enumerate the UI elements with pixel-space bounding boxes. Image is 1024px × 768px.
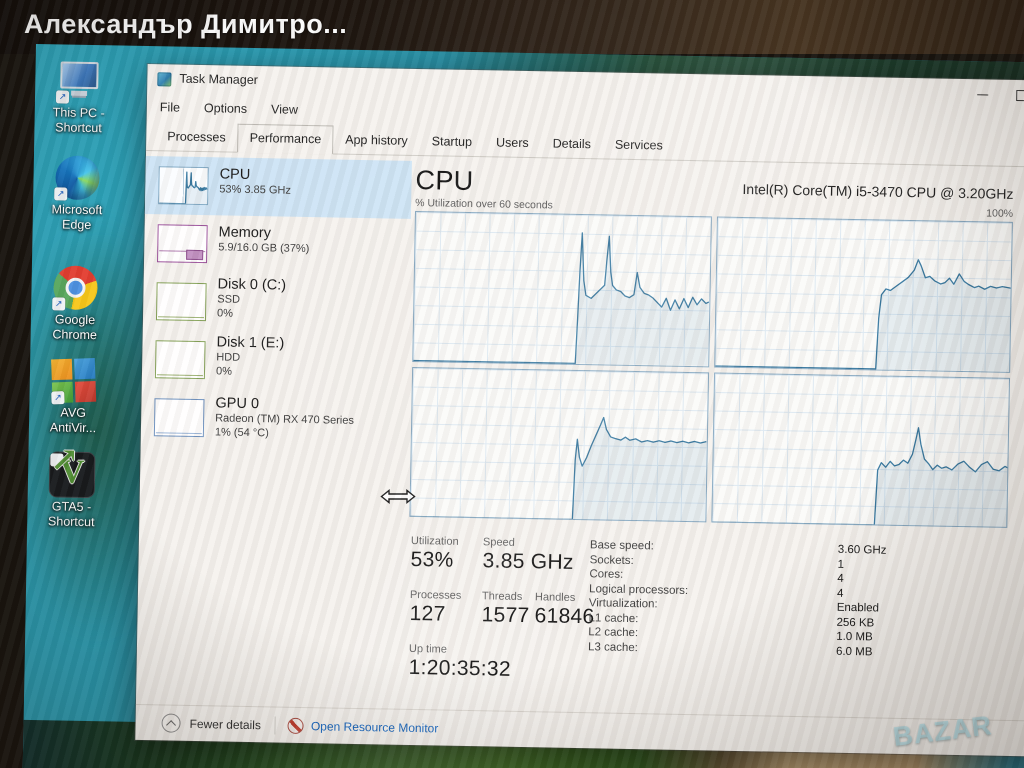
sidebar-item-detail: 0% bbox=[216, 307, 234, 320]
disk0-thumbnail-chart bbox=[155, 282, 207, 322]
menu-file[interactable]: File bbox=[159, 99, 181, 115]
desktop-icon-label: Google Chrome bbox=[52, 312, 98, 342]
footer-divider bbox=[274, 715, 277, 735]
avg-antivirus-icon: ↗ bbox=[51, 358, 97, 405]
sidebar-item-detail: 53% 3.85 GHz bbox=[219, 183, 292, 197]
cpu-stats: Utilization 53% Speed 3.85 GHz Processes… bbox=[406, 533, 1007, 714]
uptime-value: 1:20:35:32 bbox=[408, 655, 512, 681]
maximize-button[interactable] bbox=[1003, 80, 1024, 111]
utilization-value: 53% bbox=[410, 547, 454, 572]
google-chrome-icon: ↗ bbox=[52, 265, 98, 311]
desktop-icon-label: AVG AntiVir... bbox=[49, 405, 97, 435]
sidebar-item-gpu[interactable]: GPU 0 Radeon (TM) RX 470 Series 1% (54 °… bbox=[141, 388, 408, 459]
mouse-cursor bbox=[380, 488, 416, 510]
gpu-thumbnail-chart bbox=[153, 398, 205, 438]
utilization-label: Utilization bbox=[410, 534, 459, 548]
l1-cache-value: 256 KB bbox=[836, 616, 875, 629]
memory-thumbnail-chart bbox=[157, 224, 208, 264]
disk1-thumbnail-chart bbox=[154, 340, 206, 380]
window-title: Task Manager bbox=[179, 71, 259, 88]
cpu-detail-pane: CPU Intel(R) Core(TM) i5-3470 CPU @ 3.20… bbox=[406, 157, 1014, 720]
handles-label: Handles bbox=[534, 591, 576, 604]
shortcut-arrow-icon: ↗ bbox=[55, 90, 70, 104]
l2-cache-value: 1.0 MB bbox=[836, 630, 873, 644]
sidebar-item-memory[interactable]: Memory 5.9/16.0 GB (37%) bbox=[144, 214, 411, 277]
desktop-icon-avg[interactable]: ↗ AVG AntiVir... bbox=[23, 358, 127, 436]
open-resource-monitor-label: Open Resource Monitor bbox=[310, 718, 439, 735]
performance-sidebar: CPU 53% 3.85 GHz Memory 5.9/16.0 GB (37%… bbox=[136, 152, 412, 709]
processes-value: 127 bbox=[409, 601, 446, 626]
sidebar-item-cpu[interactable]: CPU 53% 3.85 GHz bbox=[144, 156, 412, 219]
task-manager-app-icon bbox=[157, 72, 172, 87]
core-graph-3[interactable] bbox=[409, 366, 709, 523]
desktop-icon-label: This PC - Shortcut bbox=[52, 105, 105, 135]
open-resource-monitor-link[interactable]: Open Resource Monitor bbox=[287, 717, 439, 736]
tab-performance[interactable]: Performance bbox=[237, 123, 334, 155]
performance-pane: CPU 53% 3.85 GHz Memory 5.9/16.0 GB (37%… bbox=[136, 152, 1024, 721]
desktop-icon-label: GTA5 - Shortcut bbox=[47, 499, 95, 529]
core-graph-1[interactable] bbox=[412, 210, 712, 367]
threads-value: 1577 bbox=[481, 603, 530, 628]
shortcut-arrow-icon: ↗ bbox=[51, 391, 65, 405]
tab-processes[interactable]: Processes bbox=[167, 129, 226, 145]
sidebar-item-disk1[interactable]: Disk 1 (E:) HDD 0% bbox=[142, 330, 409, 393]
uptime-label: Up time bbox=[408, 642, 447, 656]
sidebar-item-detail: 1% (54 °C) bbox=[214, 426, 269, 440]
pane-title: CPU bbox=[415, 164, 474, 197]
sidebar-item-detail: 5.9/16.0 GB (37%) bbox=[218, 241, 310, 256]
fewer-details-label: Fewer details bbox=[189, 716, 262, 732]
microsoft-edge-icon: ↗ bbox=[54, 155, 100, 201]
handles-value: 61846 bbox=[534, 604, 595, 629]
virtualization-value: Enabled bbox=[836, 601, 880, 615]
cpu-spec-list: Base speed: 3.60 GHz Sockets: 1 Cores: 4 Lo… bbox=[588, 538, 1007, 662]
tab-app-history[interactable]: App history bbox=[345, 132, 408, 148]
shortcut-arrow-icon: ↗ bbox=[50, 441, 80, 479]
minimize-button[interactable] bbox=[965, 79, 1002, 110]
shortcut-arrow-icon: ↗ bbox=[52, 297, 66, 311]
shortcut-arrow-icon: ↗ bbox=[54, 187, 68, 201]
sidebar-item-detail: 0% bbox=[215, 365, 233, 378]
base-speed-value: 3.60 GHz bbox=[837, 543, 887, 557]
speed-label: Speed bbox=[482, 536, 515, 549]
core-graph-4[interactable] bbox=[710, 371, 1011, 528]
maximize-icon bbox=[1016, 89, 1024, 102]
chevron-up-icon bbox=[161, 713, 181, 733]
desktop-icon-chrome[interactable]: ↗ Google Chrome bbox=[23, 265, 128, 343]
graph-max-label: 100% bbox=[986, 207, 1014, 220]
menu-options[interactable]: Options bbox=[203, 100, 248, 116]
monitor-screen: ↗ This PC - Shortcut ↗ Microsoft Edge ↗ … bbox=[22, 44, 1024, 768]
tab-users[interactable]: Users bbox=[495, 135, 529, 151]
graph-axis-label: % Utilization over 60 seconds bbox=[415, 196, 553, 212]
desktop-icon-label: Microsoft Edge bbox=[51, 202, 103, 232]
processes-label: Processes bbox=[409, 588, 462, 602]
sockets-value: 1 bbox=[837, 558, 845, 571]
core-graph-2[interactable] bbox=[713, 216, 1013, 373]
sidebar-item-disk0[interactable]: Disk 0 (C:) SSD 0% bbox=[143, 272, 410, 335]
cpu-core-graphs[interactable] bbox=[409, 210, 1013, 528]
tab-startup[interactable]: Startup bbox=[431, 134, 473, 150]
logical-processors-value: 4 bbox=[836, 587, 844, 600]
gta5-icon: V ↗ bbox=[49, 441, 95, 498]
resource-monitor-icon bbox=[287, 717, 305, 734]
tab-services[interactable]: Services bbox=[614, 137, 663, 153]
desktop-icon-gta5[interactable]: V ↗ GTA5 - Shortcut bbox=[23, 441, 125, 530]
task-manager-window: Task Manager ✕ File Options View Process… bbox=[135, 64, 1024, 757]
this-pc-icon: ↗ bbox=[55, 58, 102, 104]
video-caption: Александър Димитро... bbox=[24, 9, 348, 39]
desktop-icon-edge[interactable]: ↗ Microsoft Edge bbox=[25, 155, 130, 233]
threads-label: Threads bbox=[481, 590, 523, 604]
cores-value: 4 bbox=[837, 572, 844, 585]
desktop-icon-this-pc[interactable]: ↗ This PC - Shortcut bbox=[26, 58, 131, 136]
cpu-thumbnail-chart bbox=[158, 166, 209, 206]
l3-cache-value: 6.0 MB bbox=[835, 645, 873, 658]
fewer-details-button[interactable]: Fewer details bbox=[161, 713, 261, 734]
speed-value: 3.85 GHz bbox=[482, 549, 574, 574]
minimize-icon bbox=[977, 94, 989, 96]
tab-details[interactable]: Details bbox=[552, 136, 592, 152]
menu-view[interactable]: View bbox=[270, 101, 299, 117]
